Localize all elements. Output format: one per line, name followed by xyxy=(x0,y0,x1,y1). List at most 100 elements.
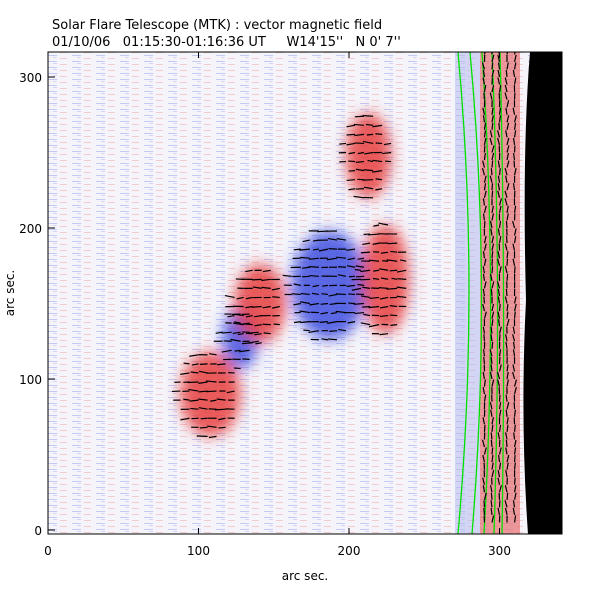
field-vector xyxy=(200,427,208,428)
field-vector xyxy=(274,324,280,325)
field-vector xyxy=(336,294,346,295)
field-vector xyxy=(356,276,364,277)
field-vector xyxy=(484,334,485,341)
field-vector xyxy=(484,93,485,100)
field-vector xyxy=(322,285,328,286)
field-vector xyxy=(514,161,515,168)
field-vector xyxy=(390,270,397,271)
field-vector xyxy=(514,432,515,439)
field-vector xyxy=(252,279,262,280)
field-vector xyxy=(492,342,493,349)
field-vector xyxy=(492,123,493,130)
field-vector xyxy=(376,179,382,180)
field-vector xyxy=(184,363,190,364)
field-vector xyxy=(188,382,199,383)
field-vector xyxy=(492,183,493,190)
field-vector xyxy=(484,297,485,304)
field-vector xyxy=(355,270,361,271)
field-vector xyxy=(499,123,500,130)
x-tick-label: 100 xyxy=(187,544,210,558)
field-vector xyxy=(515,455,516,462)
field-vector xyxy=(491,432,492,439)
field-vector xyxy=(375,134,382,135)
field-vector xyxy=(309,267,319,268)
y-tick-label: 100 xyxy=(19,373,42,387)
field-vector xyxy=(355,116,364,117)
y-tick-label: 300 xyxy=(19,71,42,85)
field-vector xyxy=(507,312,508,319)
field-vector xyxy=(354,304,364,305)
field-vector xyxy=(506,440,507,447)
field-vector xyxy=(492,266,493,273)
field-vector xyxy=(387,288,397,289)
field-vector xyxy=(390,325,397,326)
field-vector xyxy=(515,410,516,417)
field-vector xyxy=(515,312,516,319)
field-vector xyxy=(367,134,373,135)
x-tick-label: 200 xyxy=(338,544,361,558)
field-vector xyxy=(390,315,397,316)
field-vector xyxy=(364,170,373,171)
field-vector xyxy=(506,410,507,417)
field-vector xyxy=(361,252,370,253)
field-vector xyxy=(356,162,364,163)
chart-title: Solar Flare Telescope (MTK) : vector mag… xyxy=(52,18,382,33)
field-vector xyxy=(492,448,493,455)
field-vector xyxy=(500,304,501,311)
field-vector xyxy=(492,62,493,69)
field-vector xyxy=(320,322,328,323)
field-vector xyxy=(328,339,337,340)
field-vector xyxy=(379,288,388,289)
field-vector xyxy=(206,391,217,392)
field-vector xyxy=(242,359,249,360)
field-vector xyxy=(347,134,355,135)
field-vector xyxy=(492,425,493,432)
field-vector xyxy=(347,180,355,181)
field-vector xyxy=(321,304,328,305)
field-vector xyxy=(491,508,492,515)
field-vector xyxy=(492,191,493,198)
field-vector xyxy=(252,307,262,308)
field-vector xyxy=(491,357,492,364)
field-vector xyxy=(190,408,198,409)
field-vector xyxy=(355,143,364,144)
field-vector xyxy=(397,279,406,280)
field-vector xyxy=(348,161,355,162)
field-vector xyxy=(515,266,516,273)
field-vector xyxy=(491,364,492,371)
field-vector xyxy=(506,70,507,77)
feature-positive-3 xyxy=(235,264,286,343)
field-vector xyxy=(492,161,493,168)
field-vector xyxy=(215,409,226,410)
field-vector xyxy=(222,332,232,333)
field-vector xyxy=(390,251,397,252)
chart-subtitle: 01/10/06 01:15:30-01:16:36 UT W14'15'' N… xyxy=(52,35,401,50)
x-tick-label: 0 xyxy=(44,544,52,558)
field-vector xyxy=(515,463,516,470)
plot-area xyxy=(48,47,562,534)
field-vector xyxy=(243,324,252,325)
field-vector xyxy=(200,364,208,365)
field-vector xyxy=(491,289,492,296)
field-vector xyxy=(303,330,310,331)
field-vector xyxy=(219,427,226,428)
field-vector xyxy=(329,249,337,250)
field-vector xyxy=(491,168,492,175)
field-vector xyxy=(506,289,507,296)
y-axis-label: arc sec. xyxy=(3,270,17,316)
field-vector xyxy=(380,316,388,317)
field-vector xyxy=(484,508,485,515)
y-tick-label: 0 xyxy=(34,524,42,538)
field-vector xyxy=(500,168,501,175)
field-vector xyxy=(484,425,485,432)
field-vector xyxy=(339,143,346,144)
off-limb-region xyxy=(523,52,562,534)
x-axis-label: arc sec. xyxy=(282,569,328,583)
field-vector xyxy=(329,331,337,332)
field-vector xyxy=(515,478,516,485)
field-vector xyxy=(300,257,310,258)
field-vector xyxy=(310,276,319,277)
field-vector xyxy=(272,297,279,298)
field-vector xyxy=(484,357,485,364)
